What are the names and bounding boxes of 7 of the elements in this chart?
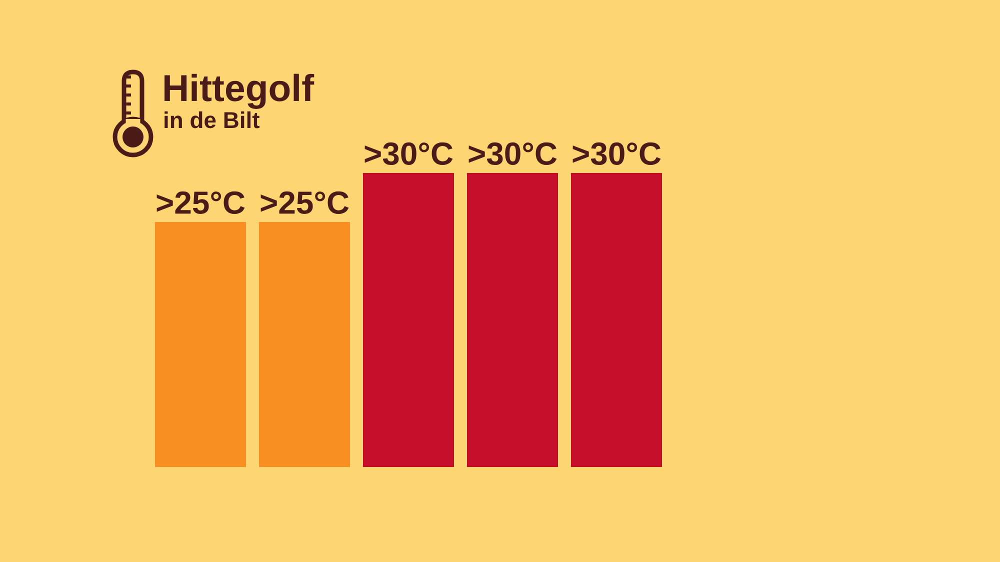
data-label: >25°C	[260, 191, 349, 214]
chart-title: Hittegolf	[164, 74, 314, 109]
data-label: >30°C	[364, 142, 453, 166]
data-label: >25°C	[156, 191, 245, 214]
data-label: >30°C	[572, 142, 661, 166]
chart-subtitle: in de Bilt	[164, 111, 260, 128]
data-label: >30°C	[468, 142, 557, 166]
